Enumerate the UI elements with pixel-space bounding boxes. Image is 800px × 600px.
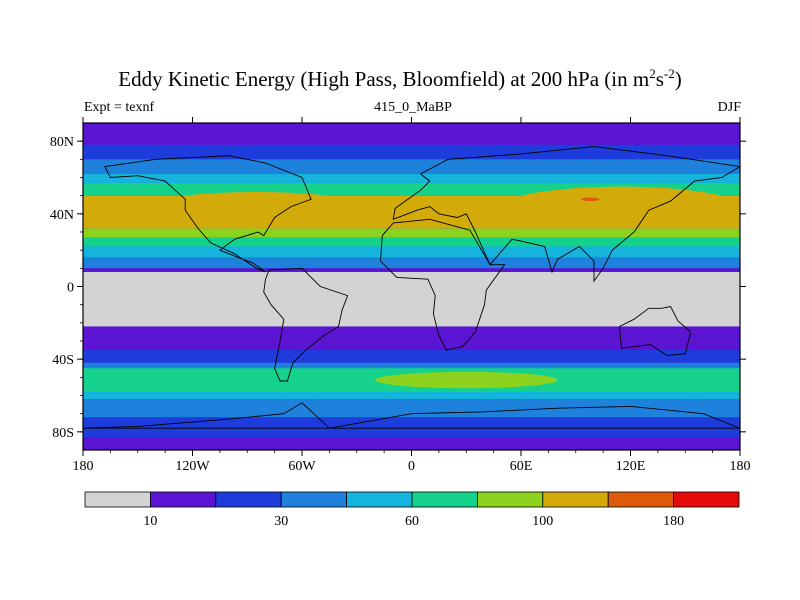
colorbar-label: 60 xyxy=(405,514,419,529)
field-band-south-high-2 xyxy=(83,417,740,438)
field-band-tropics-calm xyxy=(83,271,740,327)
x-tick-label: 60W xyxy=(288,459,316,474)
experiment-label: Expt = texnf xyxy=(84,100,155,115)
x-tick-label: 0 xyxy=(408,459,415,474)
field-band-north-midlat-2 xyxy=(83,159,740,174)
colorbar-label: 10 xyxy=(143,514,157,529)
coast-africa xyxy=(380,218,506,351)
colorbar-swatch xyxy=(84,491,151,508)
colorbar-label: 100 xyxy=(532,514,553,529)
x-tick-label: 120E xyxy=(616,459,646,474)
y-tick-label: 40S xyxy=(52,353,74,368)
field-band-south-subtropics xyxy=(83,326,740,351)
y-tick-label: 80N xyxy=(50,135,74,150)
field-band-north-polar-band xyxy=(83,123,740,145)
case-label: 415_0_MaBP xyxy=(374,100,452,115)
title-end: ) xyxy=(674,67,682,91)
colorbar-label: 180 xyxy=(663,514,684,529)
colorbar-label: 30 xyxy=(274,514,288,529)
season-label: DJF xyxy=(717,100,741,115)
colorbar-swatch xyxy=(280,491,348,508)
field-feature-pacific-jet-core xyxy=(581,197,600,202)
field-band-north-subtropics-4 xyxy=(83,257,740,269)
colorbar-swatch xyxy=(346,491,413,508)
title-sup-1: 2 xyxy=(649,66,656,81)
field-feature-south-storm-track-core xyxy=(375,371,558,389)
colorbar-swatch xyxy=(542,491,609,508)
colorbar-swatch xyxy=(476,491,544,508)
colorbar-swatch xyxy=(607,491,675,508)
title-mid: s xyxy=(655,67,664,91)
field-band-north-midlat-3 xyxy=(83,173,740,183)
x-tick-label: 180 xyxy=(730,459,751,474)
coast-north-america xyxy=(104,155,312,273)
coast-antarctica xyxy=(83,402,740,429)
field-band-north-subtropics-1 xyxy=(83,228,740,238)
field-band-south-polar-band xyxy=(83,437,740,450)
title-main: Eddy Kinetic Energy (High Pass, Bloomfie… xyxy=(118,67,650,91)
colorbar-swatch xyxy=(411,491,478,508)
y-tick-label: 80S xyxy=(52,426,74,441)
y-tick-label: 0 xyxy=(67,281,74,296)
chart-title: Eddy Kinetic Energy (High Pass, Bloomfie… xyxy=(0,66,800,92)
y-tick-label: 40N xyxy=(50,208,74,223)
x-tick-label: 120W xyxy=(175,459,210,474)
field-feature-atlantic-storm-track-max xyxy=(137,192,375,229)
field-band-south-high-1 xyxy=(83,399,740,418)
field-band-south-midlat-1 xyxy=(83,350,740,363)
coast-south-america xyxy=(263,267,349,382)
colorbar-swatch xyxy=(673,491,740,508)
x-tick-label: 60E xyxy=(510,459,533,474)
field-band-north-subtropics-2 xyxy=(83,237,740,247)
colorbar-swatch xyxy=(149,491,217,508)
x-tick-label: 180 xyxy=(73,459,94,474)
coast-eurasia xyxy=(392,146,740,283)
coast-australia xyxy=(619,305,692,356)
field-feature-pacific-storm-track-max xyxy=(502,186,740,227)
colorbar-swatch xyxy=(215,491,282,508)
field-band-north-subtropics-3 xyxy=(83,246,740,258)
title-sup-2: -2 xyxy=(663,66,675,81)
